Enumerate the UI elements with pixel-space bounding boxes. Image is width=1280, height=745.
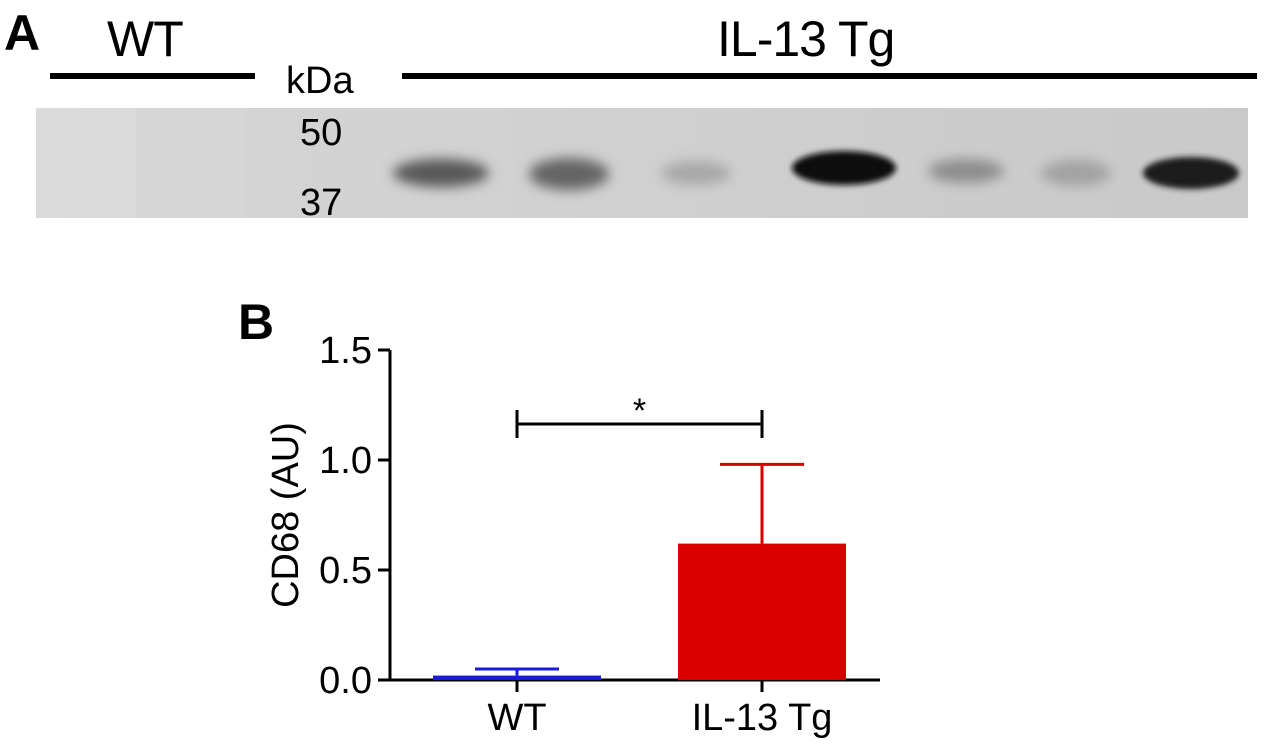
blot-group-il13-label: IL-13 Tg (717, 11, 895, 67)
western-blot-image (36, 108, 1248, 218)
blot-group-wt-label: WT (107, 11, 184, 67)
x-tick-label: WT (487, 697, 546, 739)
panel-a-letter: A (4, 5, 41, 61)
y-tick-label: 0.0 (319, 660, 372, 702)
wt-group-bracket-line (50, 73, 255, 79)
panel-b-letter: B (238, 294, 275, 350)
band-lane-8 (1041, 160, 1111, 186)
y-axis-label: CD68 (AU) (265, 422, 307, 608)
y-tick-label: 0.5 (319, 550, 372, 592)
bar-il13-tg (678, 543, 846, 680)
y-tick-label: 1.0 (319, 440, 372, 482)
marker-37-label: 37 (300, 182, 343, 224)
band-lane-4 (529, 158, 609, 190)
marker-50-label: 50 (300, 112, 343, 154)
il13-group-bracket-line (402, 73, 1257, 79)
protein-bands (393, 151, 1239, 190)
x-tick-label: IL-13 Tg (692, 697, 833, 739)
band-lane-7 (928, 159, 1004, 183)
band-lane-9 (1143, 157, 1239, 189)
y-tick-label: 1.5 (319, 330, 372, 372)
band-lane-6 (792, 151, 896, 185)
band-lane-5 (661, 161, 731, 185)
bar-wt (433, 675, 601, 680)
kda-label: kDa (286, 60, 354, 102)
band-lane-3 (393, 159, 489, 187)
significance-asterisk: * (633, 392, 646, 430)
